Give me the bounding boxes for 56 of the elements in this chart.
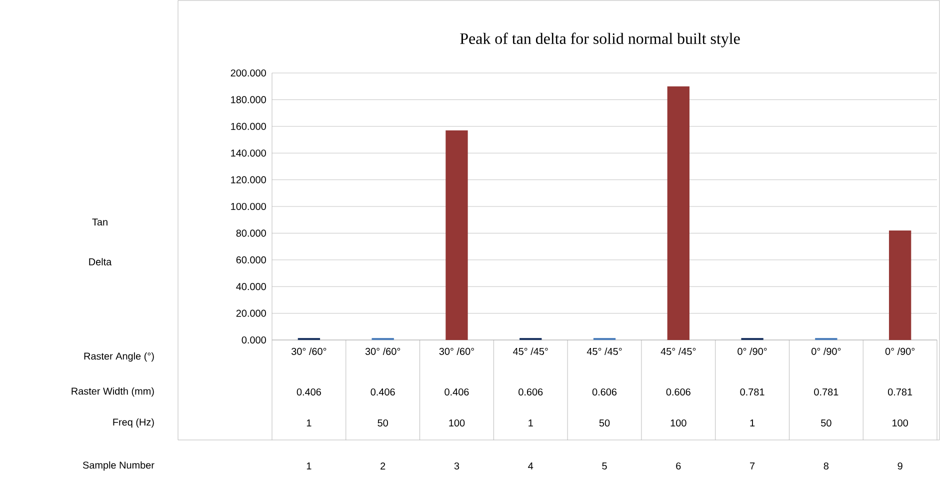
- bar: [667, 86, 690, 340]
- text: 1: [306, 420, 312, 426]
- text: 100: [670, 419, 686, 427]
- text: Raster Angle (°): [84, 352, 154, 362]
- text: 7: [750, 462, 755, 470]
- text: 0.606: [518, 388, 543, 396]
- text: 0.406: [296, 388, 321, 396]
- text: Tan Delta: [89, 218, 112, 266]
- text: 5: [602, 462, 607, 470]
- text: Raster Width (mm): [72, 387, 154, 397]
- text: 2: [380, 462, 386, 470]
- bar: [446, 130, 468, 340]
- y-tick-label: 200.000: [230, 69, 266, 77]
- text: 100: [449, 419, 465, 427]
- text: 1: [528, 420, 533, 426]
- y-tick-label: 160.000: [231, 122, 266, 130]
- x-tick-label: 0° /90°: [812, 348, 841, 355]
- x-tick-label: 45° /45°: [513, 348, 548, 355]
- text: 100: [892, 419, 908, 427]
- text: 9: [898, 462, 902, 470]
- x-tick-label: 45° /45°: [586, 348, 622, 355]
- x-tick-label: 0° /90°: [885, 348, 915, 355]
- text: 0.606: [592, 388, 617, 396]
- text: 3: [454, 462, 460, 470]
- x-tick-label: 30° /60°: [439, 348, 474, 355]
- y-tick-label: 40.000: [236, 283, 266, 290]
- text: 0.406: [444, 388, 469, 396]
- x-tick-label: 45° /45°: [660, 348, 696, 355]
- bar: [888, 230, 912, 340]
- text: 0.406: [370, 388, 395, 396]
- text: 8: [824, 462, 829, 470]
- x-tick-label: 0° /90°: [738, 348, 767, 355]
- y-tick-label: 60.000: [236, 256, 266, 264]
- text: 6: [676, 462, 681, 470]
- text: 1: [750, 420, 755, 426]
- y-tick-label: 0.000: [242, 336, 266, 344]
- y-tick-label: 100.000: [231, 202, 266, 210]
- y-tick-label: 120.000: [231, 176, 266, 184]
- text: 0.606: [666, 388, 690, 396]
- text: Sample Number: [82, 461, 154, 471]
- text: 50: [378, 419, 388, 427]
- text: 0.781: [740, 388, 764, 396]
- x-tick-label: 30° /60°: [365, 348, 400, 355]
- text: Freq (Hz): [113, 418, 154, 428]
- text: 0.781: [888, 388, 912, 396]
- chart-title: Peak of tan delta for solid normal built style: [460, 32, 740, 48]
- text: 1: [306, 462, 312, 470]
- y-tick-label: 20.000: [236, 310, 266, 317]
- text: 0.781: [814, 388, 838, 396]
- text: 50: [599, 419, 610, 427]
- y-tick-label: 140.000: [231, 150, 266, 157]
- text: 4: [528, 462, 534, 470]
- y-tick-label: 80.000: [236, 230, 266, 237]
- text: 50: [821, 419, 832, 427]
- x-tick-label: 30° /60°: [291, 348, 326, 355]
- y-tick-label: 180.000: [231, 96, 266, 104]
